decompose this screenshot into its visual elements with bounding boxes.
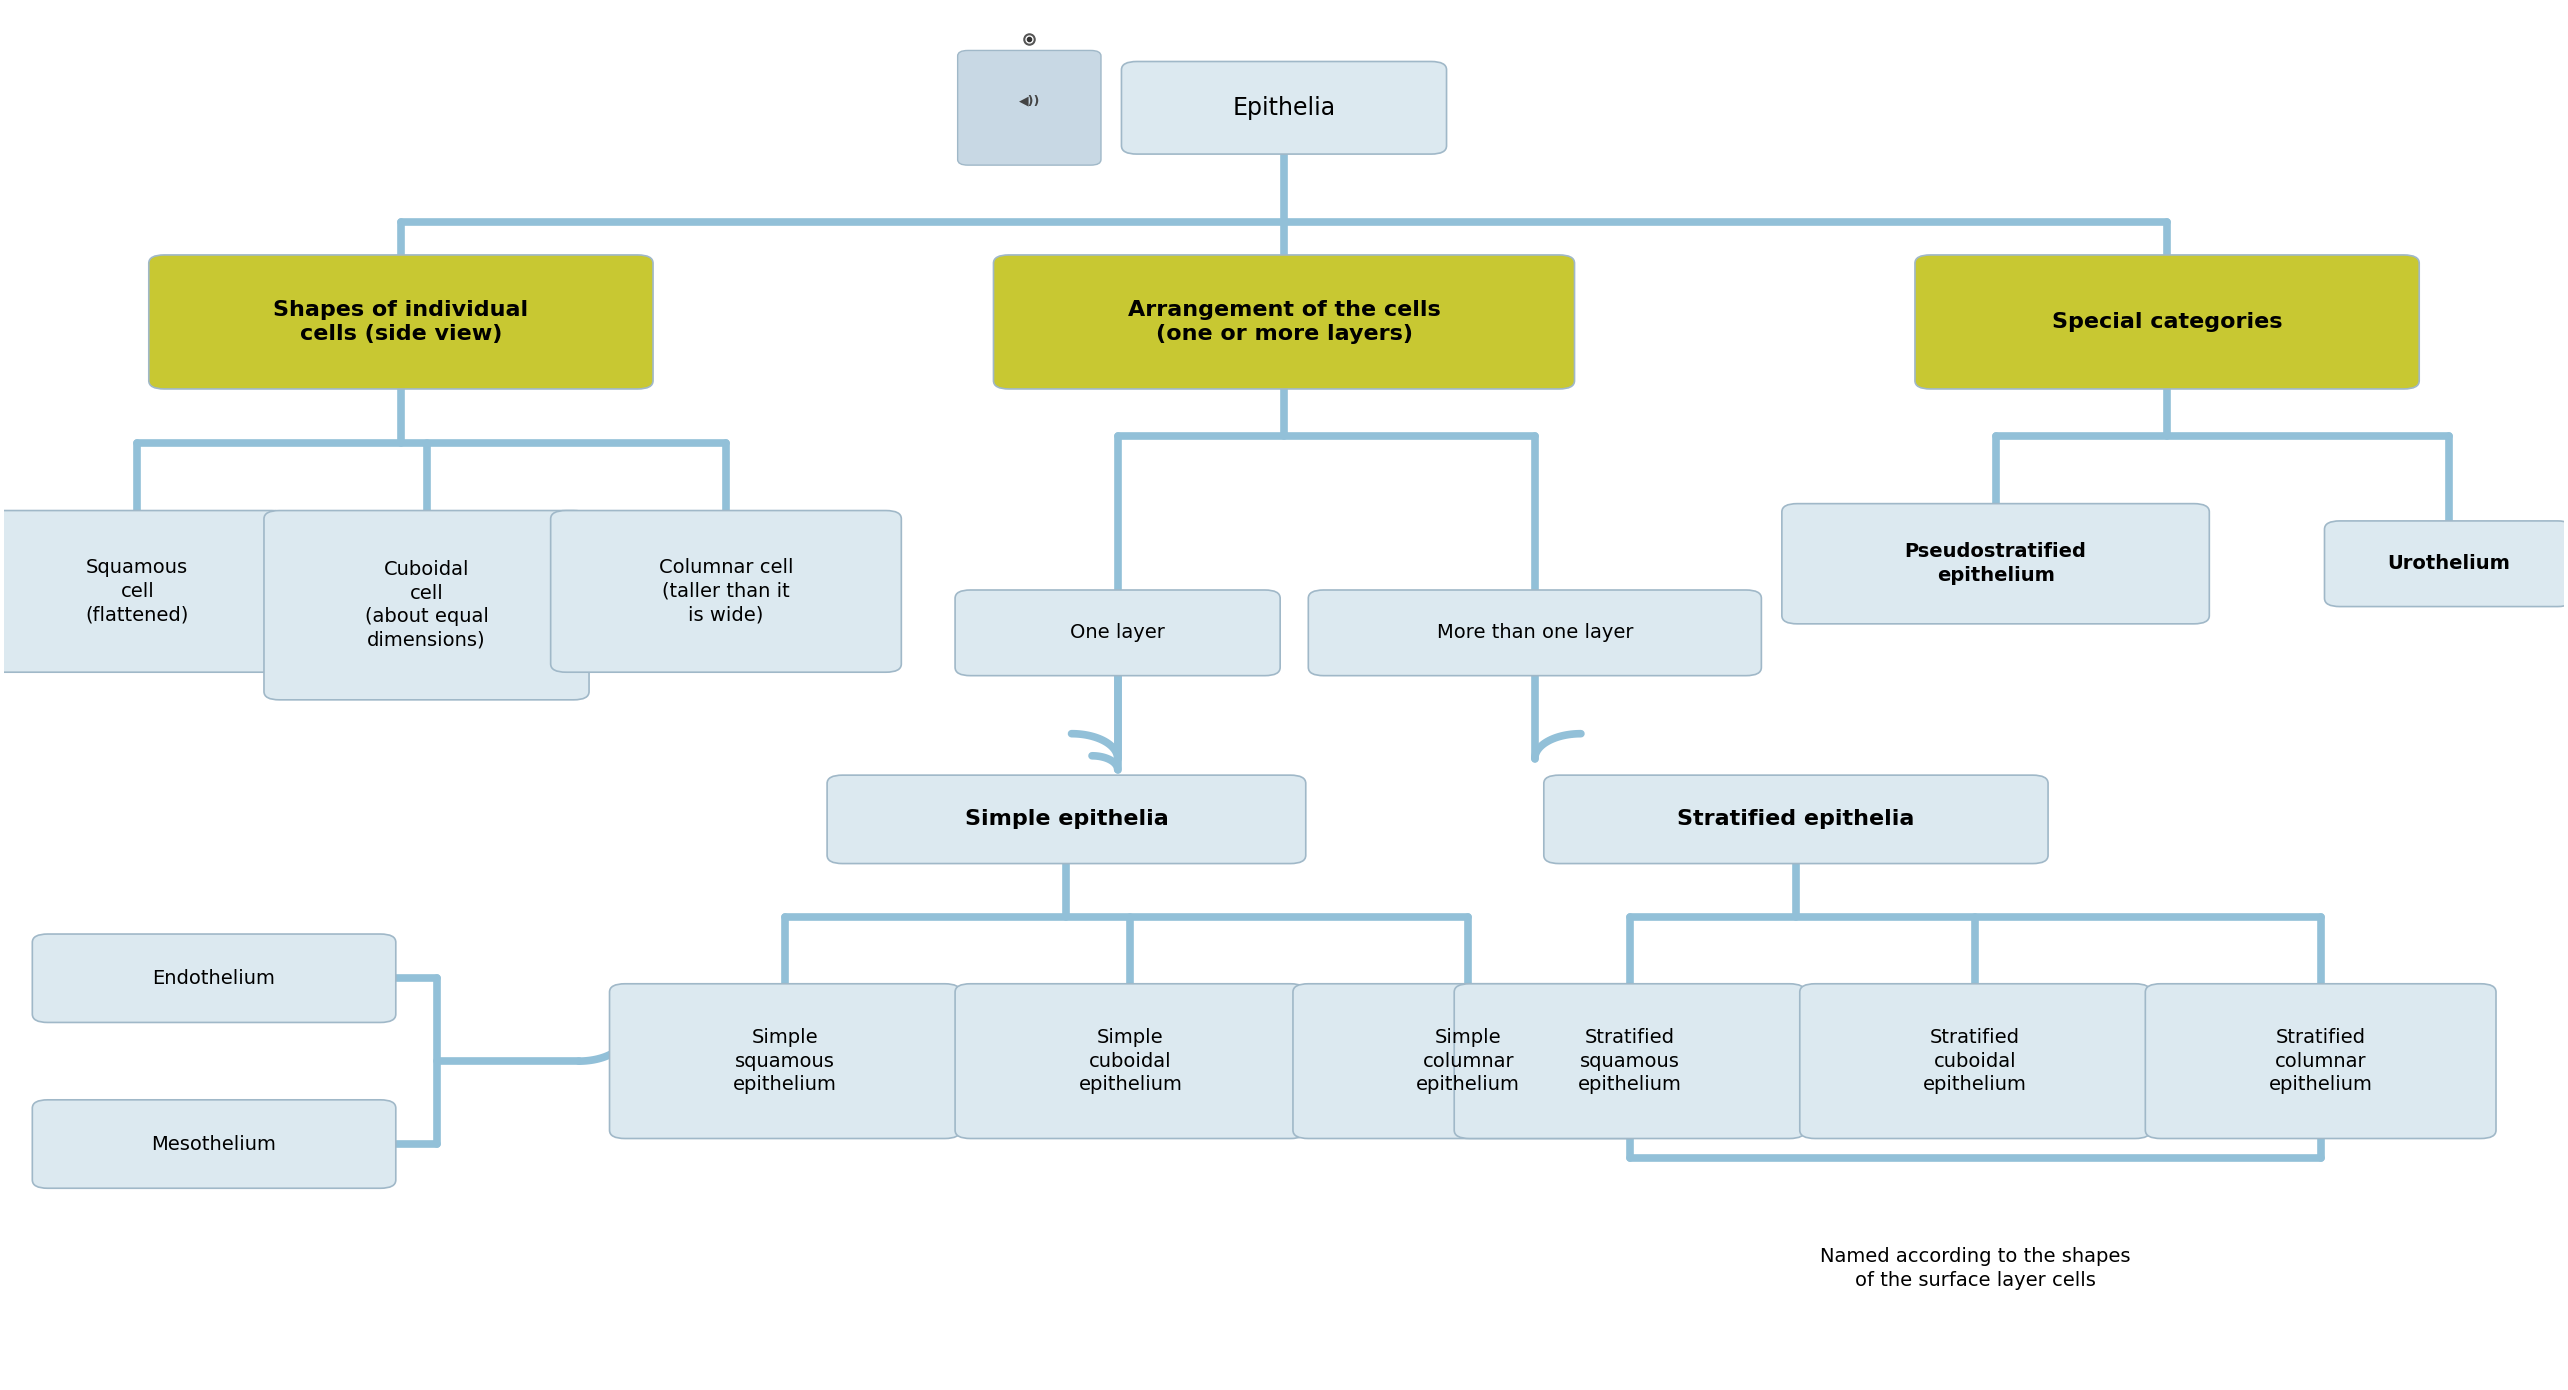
Text: Squamous
cell
(flattened): Squamous cell (flattened) [85,559,190,624]
Text: Stratified
squamous
epithelium: Stratified squamous epithelium [1577,1029,1682,1094]
FancyBboxPatch shape [33,1099,395,1188]
Text: Mesothelium: Mesothelium [152,1134,277,1154]
Text: Stratified epithelia: Stratified epithelia [1677,809,1916,830]
FancyBboxPatch shape [1292,984,1644,1138]
Text: Epithelia: Epithelia [1233,96,1335,120]
FancyBboxPatch shape [1453,984,1805,1138]
Text: Columnar cell
(taller than it
is wide): Columnar cell (taller than it is wide) [660,559,794,624]
FancyBboxPatch shape [149,254,652,389]
Text: Stratified
cuboidal
epithelium: Stratified cuboidal epithelium [1923,1029,2026,1094]
FancyBboxPatch shape [1543,776,2049,863]
Text: Stratified
columnar
epithelium: Stratified columnar epithelium [2268,1029,2373,1094]
Text: Arrangement of the cells
(one or more layers): Arrangement of the cells (one or more la… [1127,300,1441,345]
FancyBboxPatch shape [1800,984,2149,1138]
FancyBboxPatch shape [2144,984,2496,1138]
FancyBboxPatch shape [955,984,1305,1138]
Text: Cuboidal
cell
(about equal
dimensions): Cuboidal cell (about equal dimensions) [365,560,488,651]
Text: ◀)): ◀)) [1019,95,1040,107]
FancyBboxPatch shape [827,776,1305,863]
Text: Pseudostratified
epithelium: Pseudostratified epithelium [1905,542,2088,585]
Text: Simple
columnar
epithelium: Simple columnar epithelium [1418,1029,1520,1094]
FancyBboxPatch shape [33,934,395,1023]
FancyBboxPatch shape [1782,503,2208,624]
FancyBboxPatch shape [265,510,588,699]
Text: Endothelium: Endothelium [152,969,275,988]
Text: Simple epithelia: Simple epithelia [966,809,1168,830]
FancyBboxPatch shape [0,510,288,673]
Text: Special categories: Special categories [2052,311,2283,332]
Text: More than one layer: More than one layer [1436,623,1633,642]
FancyBboxPatch shape [1307,589,1762,676]
FancyBboxPatch shape [955,589,1281,676]
FancyBboxPatch shape [1122,61,1446,154]
Text: One layer: One layer [1071,623,1166,642]
FancyBboxPatch shape [550,510,901,673]
Text: Urothelium: Urothelium [2388,555,2509,573]
FancyBboxPatch shape [958,50,1102,165]
FancyBboxPatch shape [994,254,1574,389]
Text: Simple
cuboidal
epithelium: Simple cuboidal epithelium [1079,1029,1181,1094]
FancyBboxPatch shape [1916,254,2419,389]
Text: Named according to the shapes
of the surface layer cells: Named according to the shapes of the sur… [1821,1247,2131,1290]
FancyBboxPatch shape [2324,521,2568,606]
Text: Simple
squamous
epithelium: Simple squamous epithelium [732,1029,837,1094]
Text: Shapes of individual
cells (side view): Shapes of individual cells (side view) [272,300,529,345]
FancyBboxPatch shape [609,984,960,1138]
